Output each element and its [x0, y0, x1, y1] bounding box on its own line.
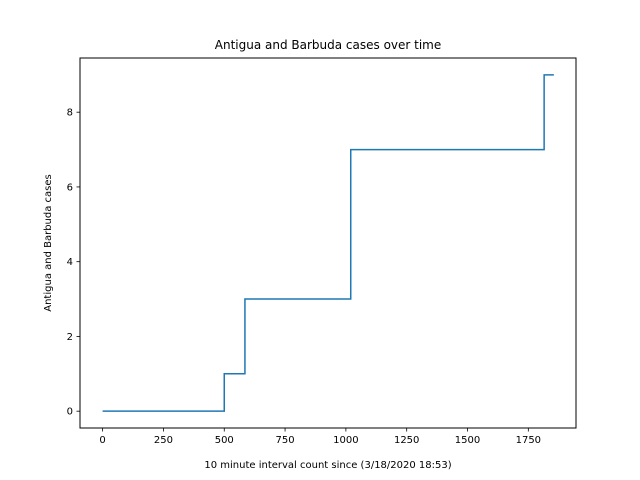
y-tick-label: 8	[67, 108, 73, 119]
y-tick-label: 6	[67, 182, 73, 193]
series-line-0	[102, 74, 554, 412]
x-tick-label: 1000	[333, 435, 358, 446]
x-axis-label: 10 minute interval count since (3/18/202…	[204, 460, 451, 471]
plot-frame	[79, 57, 577, 429]
y-axis-label: Antigua and Barbuda cases	[43, 174, 54, 312]
x-tick-label: 1250	[394, 435, 419, 446]
x-tick-label: 750	[276, 435, 295, 446]
plot-area	[80, 58, 576, 428]
series-layer	[102, 74, 554, 412]
y-axis-ticks: 0 2 4 6 8	[67, 108, 80, 418]
x-tick-label: 500	[215, 435, 234, 446]
chart-title: Antigua and Barbuda cases over time	[215, 38, 442, 52]
x-tick-label: 1500	[455, 435, 480, 446]
x-axis-ticks: 0 250 500 750 1000 1250 1500 1750	[99, 428, 541, 446]
x-tick-label: 1750	[516, 435, 541, 446]
x-tick-label: 250	[154, 435, 173, 446]
y-tick-label: 4	[67, 257, 73, 268]
x-tick-label: 0	[99, 435, 105, 446]
y-tick-label: 0	[67, 407, 73, 418]
y-tick-label: 2	[67, 332, 73, 343]
